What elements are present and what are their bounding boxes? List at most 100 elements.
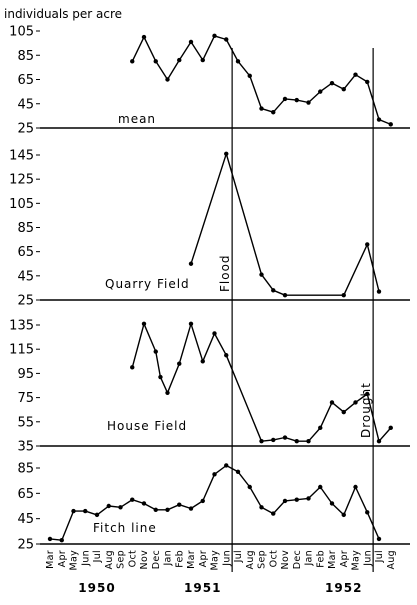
panel-3: 135 115 95 75 55 35 House Field (9, 319, 410, 455)
panel-4-data-point (47, 536, 53, 542)
panel-1-data-point (353, 72, 358, 77)
panel-1-data-point (318, 89, 323, 94)
panel-3-data-point (141, 321, 147, 326)
month-tick-label: Jun (80, 550, 91, 567)
panel-4-data-point (118, 505, 123, 510)
panel-1-data-point (247, 73, 252, 79)
panel-1-data-point (282, 96, 288, 102)
month-tick-label: Aug (386, 550, 397, 569)
year-label-1951: 1951 (184, 581, 221, 595)
panel-2-data-point (224, 151, 229, 156)
panel-1-data-point (224, 37, 229, 42)
panel-1-label: mean (118, 112, 156, 126)
panel-4-data-point (376, 536, 382, 542)
panel-3-data-point (165, 390, 170, 395)
panel-1-data-point (306, 100, 311, 105)
panel-4-data-point (106, 503, 111, 509)
panel-2-data-point (271, 288, 276, 293)
month-tick-label: Sep (116, 550, 127, 569)
panel-1-data-point (341, 87, 346, 92)
panel-2-data-point (376, 289, 382, 294)
panel-2: 145 125 105 85 65 45 25 Quarry Field (9, 149, 410, 309)
panel-4-data-point (259, 505, 264, 510)
panel-3-data-point (130, 365, 135, 370)
panel-1-data-point (388, 122, 393, 127)
panel-4-data-point (282, 498, 288, 504)
panel-4-data-point (247, 484, 252, 490)
month-tick-label: Mar (327, 550, 338, 569)
panel-3-data-point (259, 438, 264, 444)
panel-4-data-point (271, 511, 276, 516)
event-label-flood: Flood (218, 254, 232, 292)
month-tick-label: Feb (174, 550, 185, 568)
panel-4-data-point (59, 538, 64, 543)
month-tick-label: Nov (280, 550, 291, 570)
panel-2-ytick-label: 65 (17, 245, 34, 260)
panel-1-data-point (365, 79, 370, 85)
panel-1-data-point (235, 59, 241, 64)
panel-4: 85 65 45 25 Fitch line (17, 462, 410, 553)
units-label: individuals per acre (4, 7, 122, 21)
panel-3-data-point (212, 331, 217, 336)
panel-3-ytick-label: 135 (9, 319, 34, 334)
panel-1-data-point (294, 97, 299, 103)
panel-4-data-point (353, 484, 358, 490)
panel-3-ytick-label: 75 (17, 391, 34, 406)
month-tick-label: Mar (45, 550, 56, 569)
month-tick-label: May (210, 550, 221, 571)
panel-1-data-point (130, 59, 135, 64)
chart-panels: 105 85 65 45 25 mean 145 125 105 85 65 45 25 Quarry F… (9, 25, 410, 553)
month-tick-label: Apr (339, 550, 350, 567)
panel-4-data-point (341, 512, 346, 518)
panel-1-data-point (141, 34, 147, 40)
panel-3-ytick-label: 55 (17, 415, 34, 430)
panel-3-data-point (188, 321, 194, 326)
panel-4-ytick-label: 65 (17, 487, 34, 502)
panel-1-data-point (271, 110, 276, 115)
month-tick-label: Sep (257, 550, 268, 569)
panel-1-data-point (376, 117, 382, 122)
chart-x-axis: Mar Apr May Jun Jul Aug Sep Oct Nov Dec Jan Feb Mar A… (45, 550, 397, 595)
panel-4-data-point (188, 506, 194, 511)
panel-3-data-point (294, 438, 299, 444)
panel-3-data-point (365, 391, 370, 397)
panel-2-data-point (188, 261, 194, 266)
panel-3-data-point (158, 374, 163, 380)
panel-4-data-point (365, 510, 370, 515)
panel-3-data-point (329, 400, 335, 405)
panel-2-data-point (341, 292, 346, 298)
month-tick-label: Mar (186, 550, 197, 569)
panel-1-data-point (153, 59, 158, 64)
panel-2-ytick-label: 25 (17, 294, 34, 309)
panel-3-data-point (271, 437, 276, 443)
panel-2-ytick-label: 125 (9, 173, 34, 188)
month-tick-label: Dec (292, 550, 303, 569)
month-tick-label: Jan (304, 550, 315, 567)
chart-events: Flood Drought (218, 48, 374, 572)
panel-4-data-point (153, 507, 158, 512)
month-tick-label: Jul (92, 550, 103, 563)
month-tick-label: Apr (198, 550, 209, 567)
month-tick-label: Nov (139, 550, 150, 570)
panel-4-ytick-label: 85 (17, 462, 34, 477)
panel-3-data-point (282, 435, 288, 440)
panel-3-data-point (306, 438, 311, 444)
panel-4-data-point (318, 484, 323, 490)
panel-1-data-point (165, 77, 170, 82)
panel-4-data-point (224, 463, 229, 468)
month-tick-label: Jun (221, 550, 232, 567)
panel-3-data-point (153, 349, 158, 354)
month-tick-label: Aug (104, 550, 115, 569)
panel-1-data-point (259, 106, 264, 111)
year-label-1950: 1950 (78, 581, 115, 595)
panel-1-data-point (200, 57, 205, 63)
panel-1-data-point (329, 80, 335, 86)
month-tick-label: Jul (233, 550, 244, 563)
panel-4-data-point (94, 512, 100, 518)
panel-4-data-point (235, 469, 241, 474)
panel-2-ytick-label: 145 (9, 149, 34, 164)
panel-1-series-line (131, 35, 392, 126)
panel-3-data-point (353, 400, 358, 405)
panel-4-label: Fitch line (93, 521, 157, 535)
